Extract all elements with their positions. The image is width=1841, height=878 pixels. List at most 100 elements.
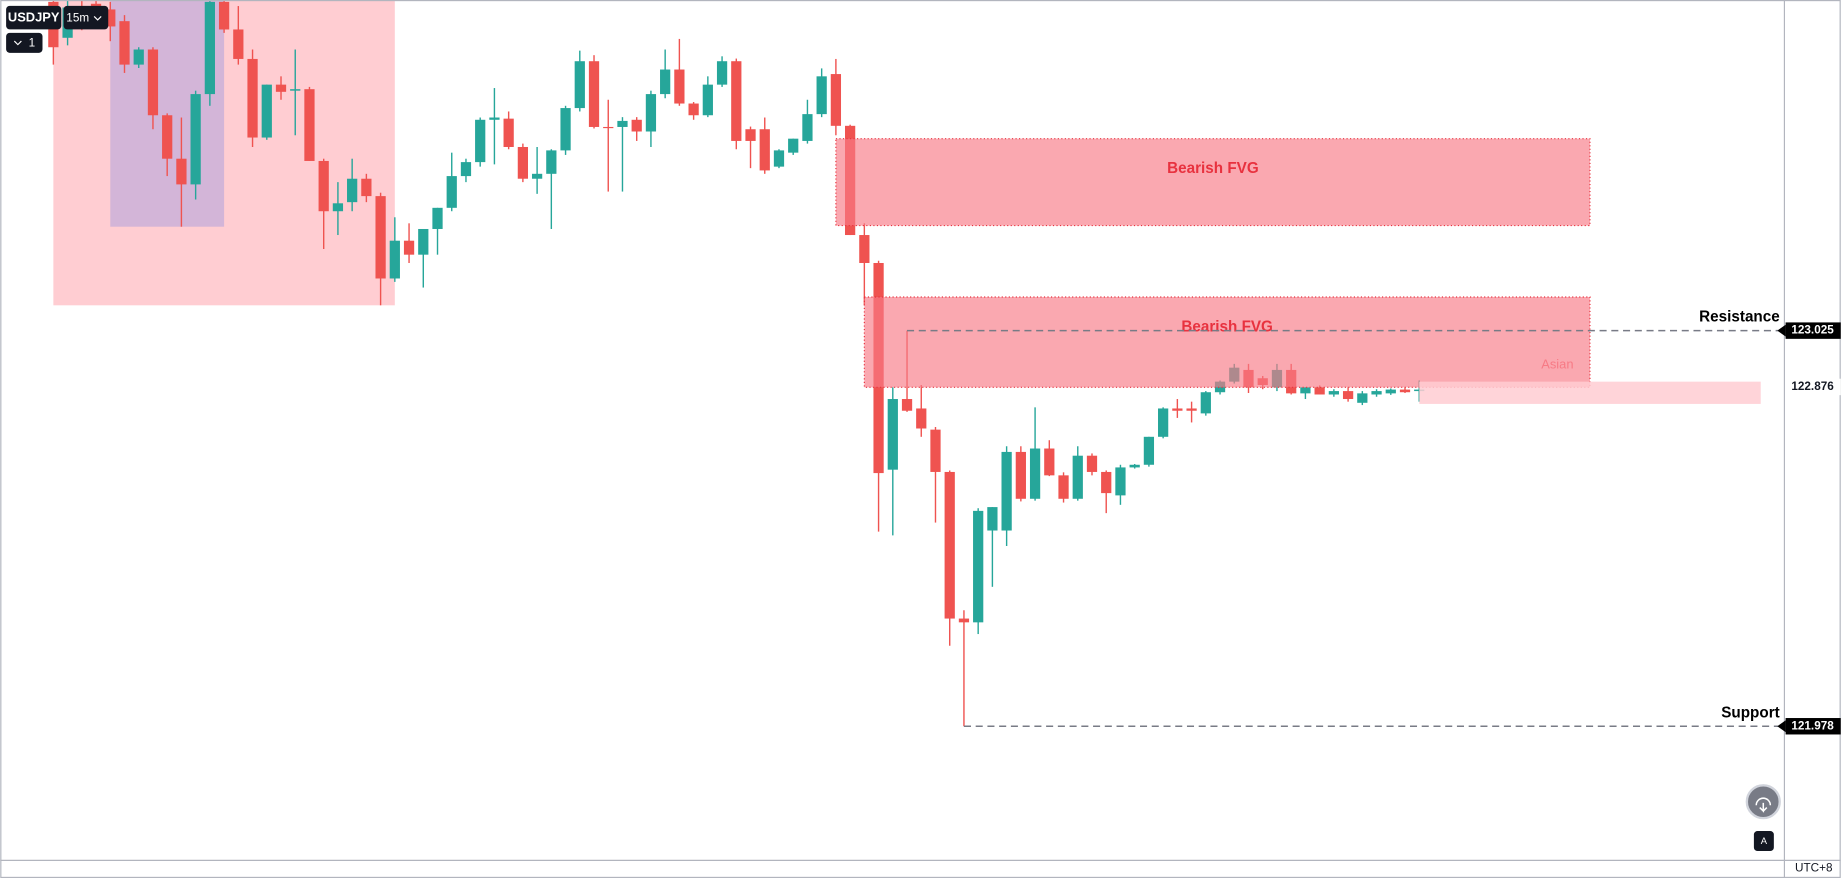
- candle-body: [133, 49, 144, 65]
- candle-body: [162, 115, 173, 159]
- candle-body: [1143, 436, 1155, 465]
- candle-body: [645, 94, 657, 132]
- candle-body: [1200, 392, 1211, 414]
- candle-body: [1115, 467, 1126, 496]
- level-tag-arrow: [1777, 720, 1786, 733]
- candle-body: [460, 162, 472, 177]
- reset-circle[interactable]: [1745, 784, 1781, 820]
- candle-body: [361, 178, 372, 197]
- candle-body: [218, 1, 230, 30]
- candle-body: [560, 108, 571, 151]
- chevron: [93, 16, 102, 21]
- auto-scale-icon: A: [1761, 835, 1768, 846]
- candle-body: [788, 138, 799, 153]
- candle-body: [688, 103, 699, 116]
- candle-body: [517, 146, 529, 179]
- candle-body: [1186, 408, 1197, 411]
- candle-body: [503, 118, 514, 147]
- last-price-tag: [1785, 378, 1841, 396]
- candle-body: [887, 399, 898, 470]
- timezone[interactable]: UTC+8: [1795, 862, 1833, 875]
- candle-body: [546, 150, 557, 174]
- candle-body: [190, 94, 201, 185]
- candle-body: [475, 119, 486, 163]
- candle-body: [588, 61, 600, 127]
- candle-body: [631, 119, 642, 132]
- axes: 123.025 121.978 122.876: [1777, 322, 1841, 735]
- candle-body: [674, 69, 685, 104]
- candle-body: [1371, 391, 1382, 395]
- chevron: [13, 40, 22, 46]
- candle-body: [446, 176, 457, 208]
- asian-box: [1419, 381, 1761, 404]
- candle-body: [702, 84, 713, 116]
- candle-body: [389, 240, 400, 279]
- fvg-zone: [835, 138, 1591, 227]
- candle-body: [603, 126, 614, 129]
- candle-body: [1101, 471, 1112, 494]
- candle-body: [1129, 464, 1140, 468]
- candle-body: [1086, 455, 1098, 472]
- layout-count[interactable]: 1: [29, 37, 36, 50]
- level-tag: [1785, 718, 1841, 735]
- candle-body: [1399, 389, 1411, 393]
- candle-body: [916, 408, 927, 429]
- candle-body: [973, 510, 984, 623]
- interval[interactable]: 15m: [66, 11, 89, 24]
- reset-icon: [1755, 797, 1772, 813]
- candle-body: [489, 117, 500, 120]
- candle-body: [1158, 408, 1169, 437]
- level-tag-label: 123.025: [1791, 324, 1834, 337]
- candle-body: [759, 129, 770, 171]
- candle-body: [1385, 389, 1396, 394]
- fvg-label: Bearish FVG: [1181, 319, 1273, 336]
- candle-body: [347, 178, 358, 203]
- reset-button[interactable]: [1745, 784, 1781, 820]
- fvg-label: Bearish FVG: [1167, 160, 1259, 177]
- candle-body: [247, 58, 258, 138]
- candle-body: [375, 196, 386, 279]
- candle-body: [958, 618, 970, 623]
- candle-body: [617, 120, 628, 127]
- candle-body: [1015, 451, 1026, 499]
- asian-label: Asian: [1541, 357, 1573, 372]
- candle-body: [574, 61, 585, 109]
- candle-body: [930, 429, 941, 472]
- candle-body: [859, 235, 870, 263]
- candle-body: [176, 158, 187, 185]
- candle-body: [403, 240, 415, 255]
- layout-button[interactable]: [6, 32, 43, 53]
- candle-body: [1342, 391, 1354, 400]
- auto-scale-button[interactable]: [1753, 831, 1774, 852]
- candle-body: [1414, 389, 1425, 392]
- candle-body: [1300, 387, 1311, 394]
- toolbar: USDJPY 15m 1: [6, 5, 109, 53]
- candle-body: [745, 129, 756, 141]
- candle-body: [944, 471, 955, 619]
- candle-body: [1314, 387, 1325, 395]
- level-tag-arrow: [1777, 324, 1786, 337]
- candle-body: [1357, 393, 1368, 403]
- candle-body: [275, 84, 287, 92]
- level-tag: [1785, 322, 1841, 339]
- candle-body: [204, 1, 215, 95]
- symbol-button[interactable]: [6, 5, 62, 30]
- level-label: Support: [1721, 704, 1779, 721]
- candle-body: [432, 207, 443, 229]
- back-layer: [53, 0, 395, 306]
- candle-body: [1072, 455, 1083, 499]
- candle-body: [304, 89, 315, 161]
- candle-body: [1058, 475, 1069, 499]
- interval-button[interactable]: [63, 5, 109, 30]
- candle-body: [1044, 448, 1055, 476]
- candle-body: [660, 69, 671, 95]
- candle-body: [716, 61, 728, 85]
- candle-body: [332, 203, 344, 212]
- candle-body: [830, 74, 842, 126]
- candle-body: [418, 228, 429, 255]
- symbol[interactable]: USDJPY: [8, 10, 60, 25]
- candle-body: [105, 9, 116, 27]
